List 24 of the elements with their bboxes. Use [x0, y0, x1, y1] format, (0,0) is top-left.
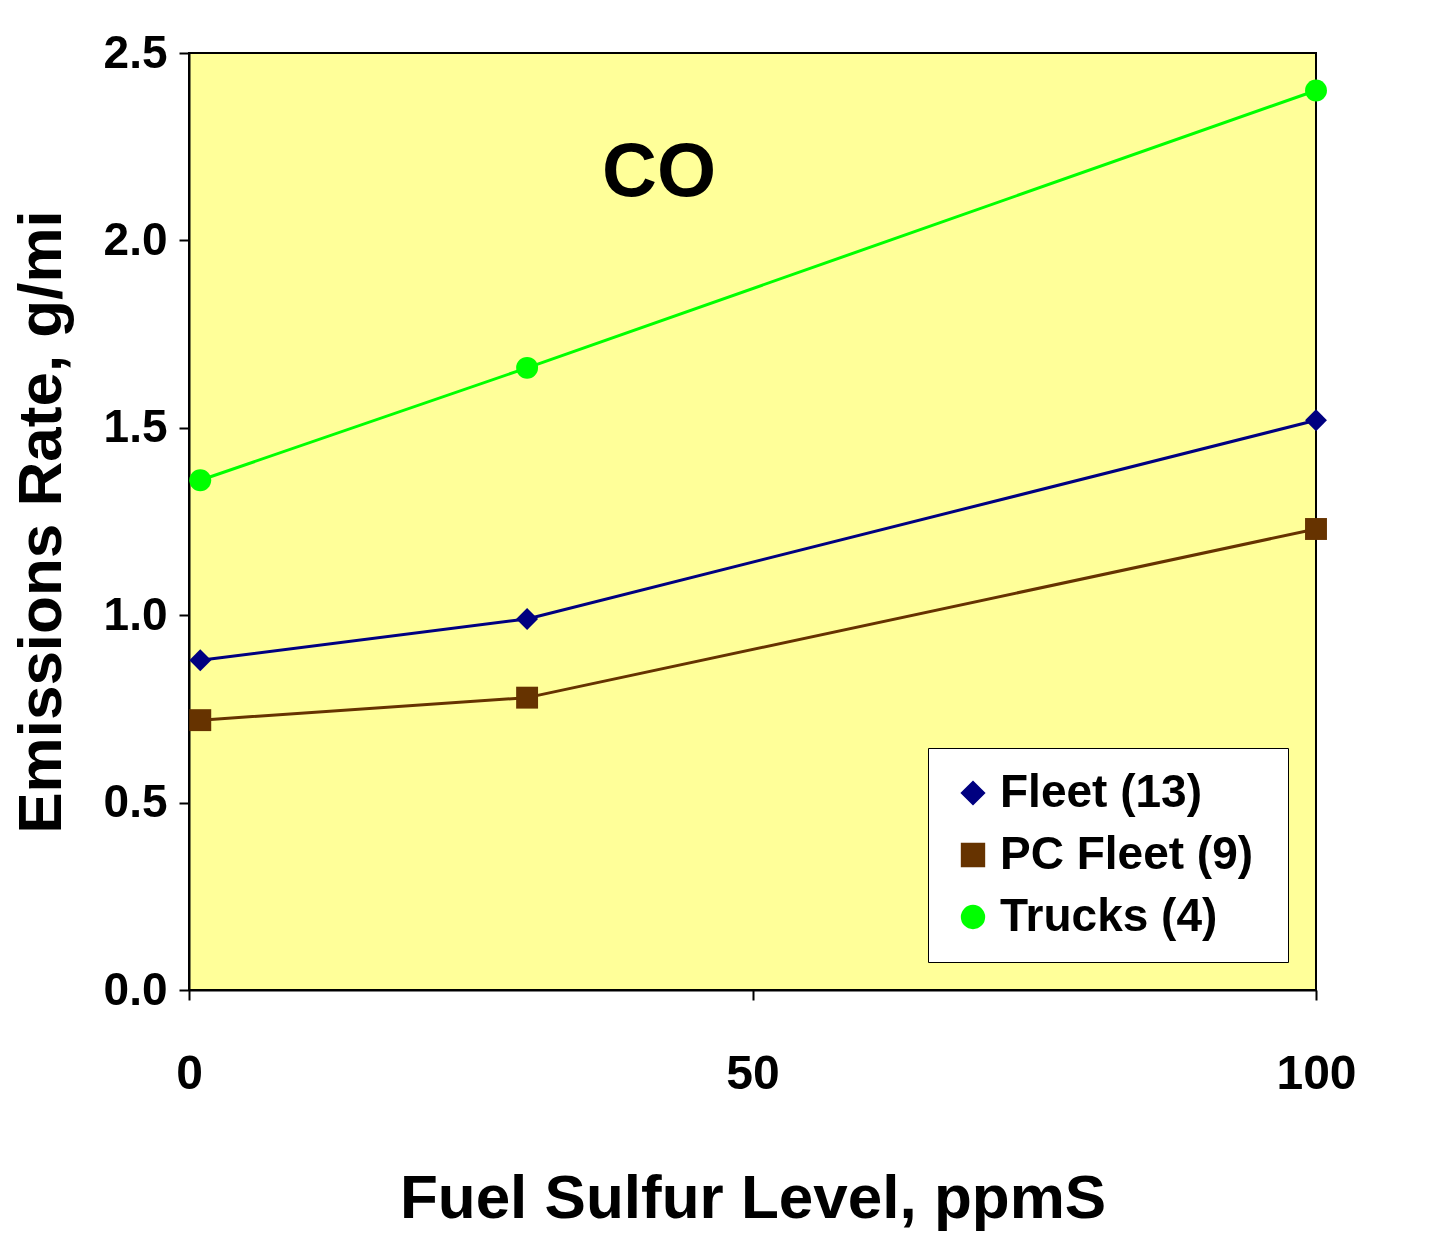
legend-label: PC Fleet (9) — [1000, 827, 1254, 879]
point — [189, 709, 212, 732]
point — [516, 356, 539, 379]
y-axis-title: Emissions Rate, g/mi — [4, 210, 74, 834]
point — [189, 649, 212, 672]
point — [1305, 409, 1327, 432]
annotation: CO — [602, 127, 716, 212]
x-tick-label: 0 — [176, 1045, 203, 1099]
point — [1305, 518, 1327, 540]
point — [516, 607, 539, 630]
y-tick-label: 0.5 — [103, 775, 168, 828]
legend-label: Fleet (13) — [1000, 765, 1202, 817]
point — [189, 469, 212, 492]
y-tick-label: 0.0 — [103, 962, 168, 1015]
legend-label: Trucks (4) — [1000, 889, 1218, 941]
y-tick-label: 2.0 — [103, 212, 168, 265]
y-tick-label: 2.5 — [103, 25, 168, 78]
x-axis-title: Fuel Sulfur Level, ppmS — [399, 1161, 1107, 1231]
y-tick-label: 1.5 — [103, 400, 168, 453]
point — [1305, 79, 1327, 102]
point — [516, 686, 539, 709]
x-tick-label: 100 — [1276, 1045, 1357, 1099]
y-tick-label: 1.0 — [103, 587, 168, 640]
x-tick-label: 50 — [726, 1045, 780, 1099]
